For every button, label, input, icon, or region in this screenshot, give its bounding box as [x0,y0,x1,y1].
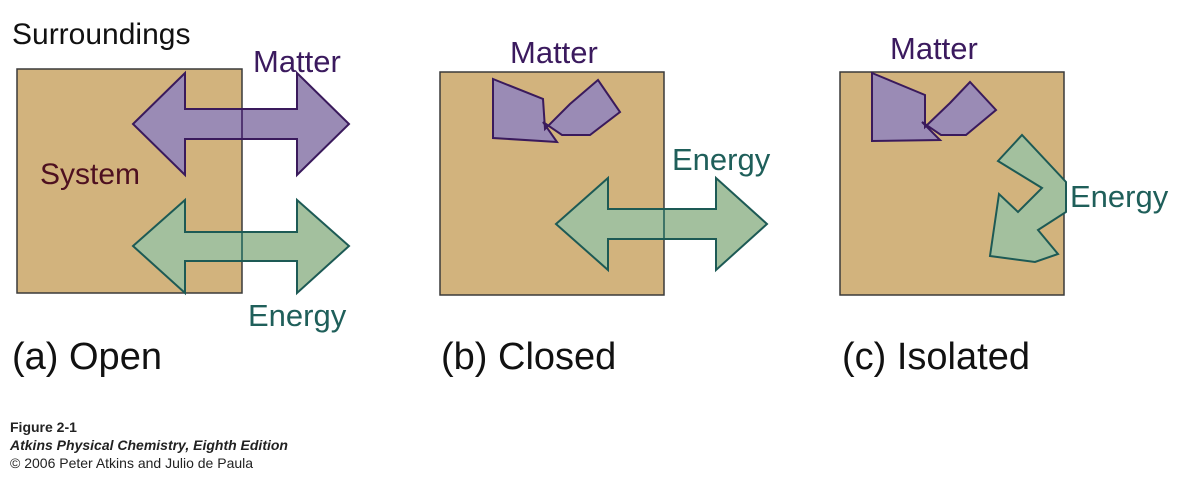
caption-open: (a) Open [12,336,162,378]
panel-closed [439,71,769,296]
energy-label-isolated: Energy [1070,179,1169,214]
panel-isolated [839,71,1067,296]
matter-bent-arrow-isolated [871,71,998,143]
matter-double-arrow-open [131,70,351,178]
panel-open [16,68,351,296]
copyright-notice: © 2006 Peter Atkins and Julio de Paula [10,455,254,471]
matter-label-isolated: Matter [890,31,978,66]
system-box-closed [439,71,665,296]
caption-closed: (b) Closed [441,336,617,378]
surroundings-label: Surroundings [12,18,191,51]
book-title: Atkins Physical Chemistry, Eighth Editio… [10,437,288,453]
energy-double-arrow-closed [554,175,769,273]
system-label: System [40,158,141,191]
matter-label-closed: Matter [510,35,598,70]
energy-label-open: Energy [248,298,347,333]
caption-isolated: (c) Isolated [842,336,1030,378]
matter-label-open: Matter [253,44,341,79]
energy-double-arrow-open [131,197,351,296]
energy-label-closed: Energy [672,142,771,177]
figure-number: Figure 2-1 [10,419,77,435]
matter-bent-arrow-closed [492,77,622,144]
energy-bent-arrow-isolated [988,133,1067,264]
